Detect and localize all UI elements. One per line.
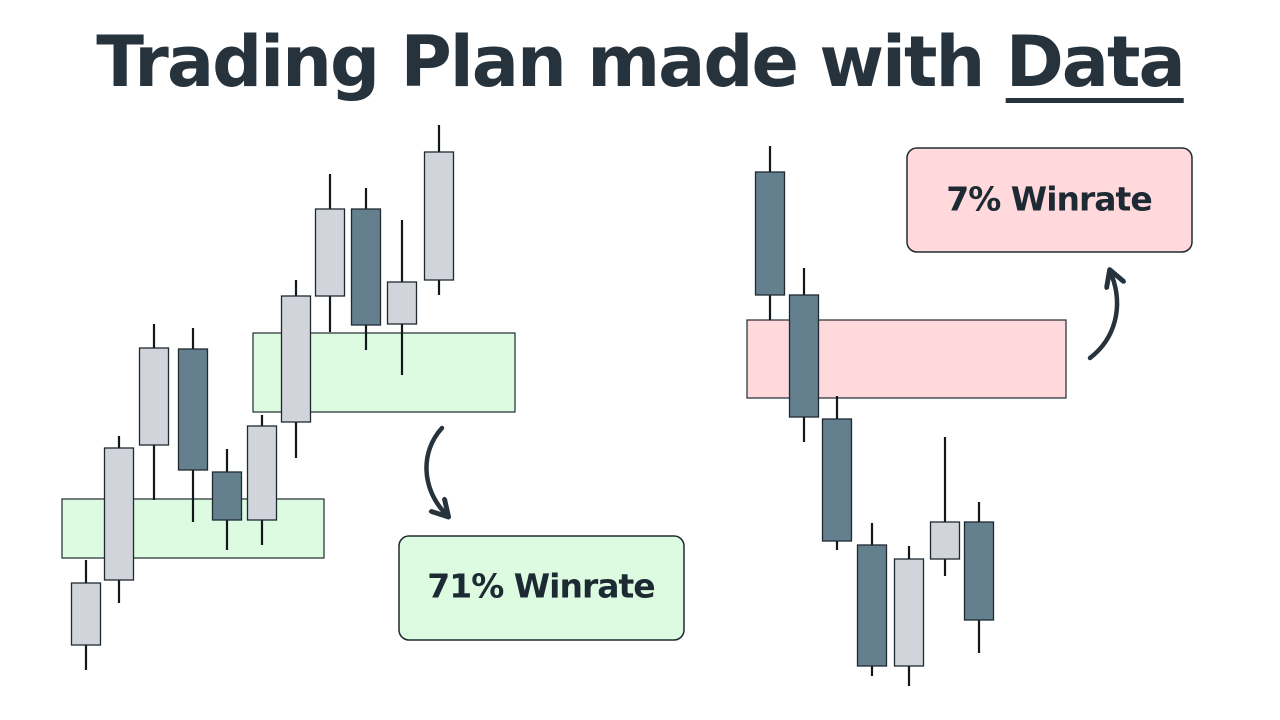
title-prefix: Trading Plan made with: [96, 21, 985, 103]
winrate-label-positive: 71% Winrate: [427, 567, 654, 606]
candle-2-2: [788, 268, 820, 442]
winrate-badge-negative: 7% Winrate: [906, 147, 1193, 253]
winrate-label-negative: 7% Winrate: [946, 180, 1151, 219]
candle-1-2: [103, 436, 135, 603]
winrate-badge-positive-box: [398, 535, 685, 641]
candle-body: [821, 418, 853, 542]
candle-1-1: [70, 560, 102, 670]
candle-2-1: [754, 146, 786, 320]
candle-1-7: [280, 280, 312, 458]
zones-layer: [61, 319, 1067, 559]
candle-1-9: [350, 188, 382, 350]
candle-body: [103, 447, 135, 581]
candle-body: [929, 521, 961, 560]
candle-1-6: [246, 415, 278, 545]
annotations-layer: 71% Winrate 7% Winrate: [398, 147, 1193, 641]
candle-body: [893, 558, 925, 667]
candle-1-8: [314, 174, 346, 332]
candle-2-7: [963, 502, 995, 653]
winrate-badge-negative-box: [906, 147, 1193, 253]
candle-2-5: [893, 546, 925, 686]
candle-1-4: [177, 328, 209, 522]
candle-2-3: [821, 396, 853, 550]
candle-1-10: [386, 220, 418, 375]
candle-1-11: [423, 125, 455, 295]
candle-body: [280, 295, 312, 423]
candle-1-5: [211, 449, 243, 550]
candle-body: [246, 425, 278, 521]
curved-arrow-down: [424, 425, 444, 512]
curved-arrow-up: [1087, 276, 1117, 361]
candle-body: [314, 208, 346, 297]
candle-body: [350, 208, 382, 326]
candle-body: [138, 347, 170, 446]
candle-body: [788, 294, 820, 418]
candle-body: [856, 544, 888, 667]
candle-1-3: [138, 324, 170, 500]
candle-2-4: [856, 523, 888, 676]
candle-body: [386, 281, 418, 325]
candle-body: [754, 171, 786, 296]
page-title: Trading Plan made with Data: [0, 14, 1280, 110]
candle-body: [963, 521, 995, 621]
candle-body: [70, 582, 102, 646]
candle-body: [423, 151, 455, 281]
candle-2-6: [929, 437, 961, 576]
candle-body: [177, 348, 209, 471]
title-emphasis: Data: [1005, 21, 1186, 103]
candles-layer: [70, 125, 995, 686]
candle-body: [211, 471, 243, 521]
winrate-badge-positive: 71% Winrate: [398, 535, 685, 641]
